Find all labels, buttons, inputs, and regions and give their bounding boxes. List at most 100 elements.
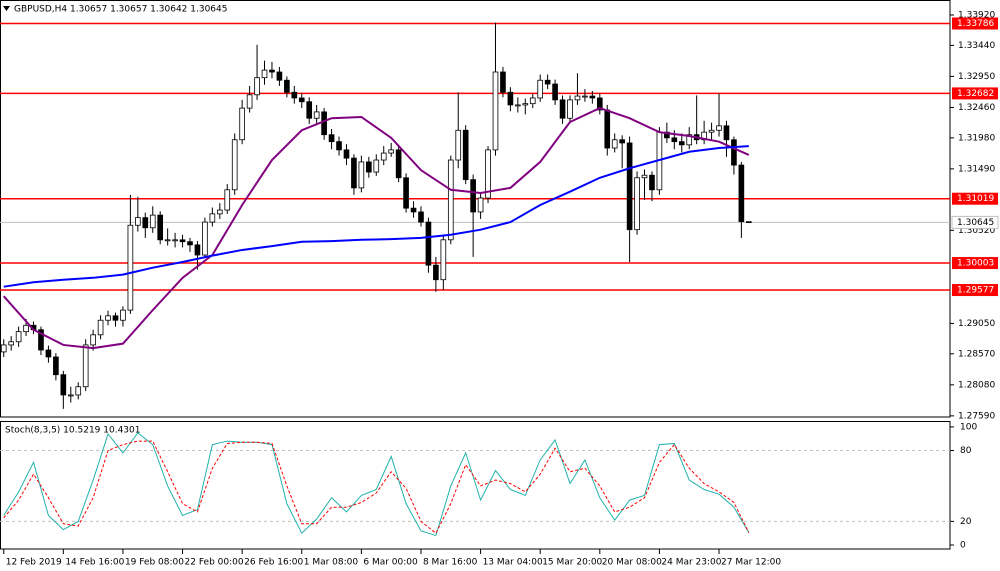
candle-body — [97, 319, 104, 336]
candle-body — [529, 97, 536, 105]
candle-body — [537, 79, 544, 99]
candle-body — [403, 177, 409, 209]
candle-body — [75, 386, 82, 396]
candle-body — [90, 334, 96, 346]
y-tick-label: 1.33920 — [958, 11, 995, 21]
candle-body — [373, 159, 380, 173]
candle-body — [313, 111, 320, 119]
candle-body — [60, 374, 67, 396]
main-frame — [0, 0, 951, 418]
candle-body — [298, 97, 305, 103]
level-label: 1.33786 — [957, 19, 994, 29]
candle-body — [38, 329, 44, 351]
candle-body — [142, 217, 149, 229]
x-tick-label: 12 Feb 2019 — [6, 558, 62, 568]
candle-body — [380, 152, 387, 161]
candle-body — [284, 79, 290, 93]
candle-body — [507, 91, 514, 106]
y-tick-label: 80 — [960, 446, 972, 456]
candle-body — [649, 174, 655, 191]
candle-body — [105, 315, 111, 321]
candle-body — [269, 69, 275, 73]
y-tick-label: 1.29050 — [958, 319, 995, 329]
candle-body — [395, 149, 402, 179]
candle-body — [447, 159, 454, 241]
stoch-frame — [0, 421, 951, 550]
moving-average — [3, 145, 749, 288]
candle-body — [112, 315, 119, 321]
y-tick-label: 1.28080 — [958, 380, 995, 390]
candle-body — [202, 221, 208, 256]
candle-body — [738, 164, 745, 223]
candle-body — [596, 97, 603, 111]
candle-body — [619, 139, 625, 144]
stoch-title: Stoch(8,3,5) 10.5219 10.4301 — [5, 426, 140, 436]
x-tick-label: 24 Mar 23:00 — [661, 558, 721, 568]
y-tick-label: 100 — [960, 422, 977, 432]
y-tick-label: 1.30520 — [958, 226, 995, 236]
candle-body — [254, 77, 260, 96]
candle-body — [0, 344, 7, 353]
candle-body — [641, 174, 648, 179]
x-tick-label: 15 Mar 20:00 — [542, 558, 602, 568]
candle-body — [485, 149, 491, 199]
y-tick-label: 1.33440 — [958, 41, 995, 51]
candle-body — [500, 71, 506, 93]
candle-body — [626, 142, 633, 231]
last-price-box — [951, 215, 999, 229]
x-tick-label: 19 Feb 08:00 — [125, 558, 184, 568]
y-tick-label: 1.27590 — [958, 411, 995, 421]
candle-body — [731, 139, 737, 166]
candle-body — [328, 134, 335, 143]
y-tick-label: 1.31980 — [958, 133, 995, 143]
candle-body — [410, 207, 417, 213]
candle-body — [135, 217, 141, 226]
candle-body — [8, 341, 14, 346]
stoch-line — [3, 432, 750, 537]
candle-body — [522, 103, 529, 106]
candle-body — [552, 83, 558, 101]
x-tick-label: 27 Mar 12:00 — [721, 558, 781, 568]
candle-body — [291, 91, 298, 99]
candle-body — [574, 95, 581, 101]
candle-body — [127, 224, 134, 311]
level-label: 1.30003 — [957, 259, 994, 269]
candle-body — [187, 241, 193, 246]
candle-body — [209, 213, 216, 223]
x-tick-label: 8 Mar 16:00 — [423, 558, 478, 568]
candle-body — [686, 134, 693, 146]
level-label-box — [952, 257, 998, 270]
candle-body — [462, 129, 469, 181]
candle-body — [746, 221, 752, 224]
y-tick-label: 1.32950 — [958, 72, 995, 82]
candle-body — [515, 104, 521, 107]
candle-body — [343, 149, 350, 159]
candle-body — [15, 331, 22, 343]
candle-body — [306, 101, 313, 119]
candle-body — [582, 95, 588, 98]
candle-body — [470, 179, 476, 213]
candle-body — [433, 264, 439, 281]
level-label-box — [952, 87, 998, 100]
y-tick-label: 0 — [960, 540, 966, 550]
level-label: 1.31019 — [957, 194, 994, 204]
y-tick-label: 20 — [960, 517, 972, 527]
x-tick-label: 1 Mar 08:00 — [304, 558, 359, 568]
candle-body — [164, 239, 171, 242]
candle-body — [194, 244, 201, 256]
candle-body — [604, 109, 611, 149]
candle-body — [276, 71, 283, 81]
candle-body — [716, 125, 722, 131]
candle-body — [67, 394, 74, 397]
menu-triangle[interactable] — [3, 6, 10, 11]
x-tick-label: 26 Feb 16:00 — [244, 558, 303, 568]
candle-body — [172, 239, 178, 242]
candle-body — [231, 139, 238, 191]
main-title: GBPUSD,H4 1.30657 1.30657 1.30642 1.3064… — [14, 5, 227, 15]
candle-body — [179, 239, 186, 243]
candle-body — [418, 211, 424, 223]
candle-body — [366, 161, 372, 173]
y-tick-label: 1.31490 — [958, 164, 995, 174]
